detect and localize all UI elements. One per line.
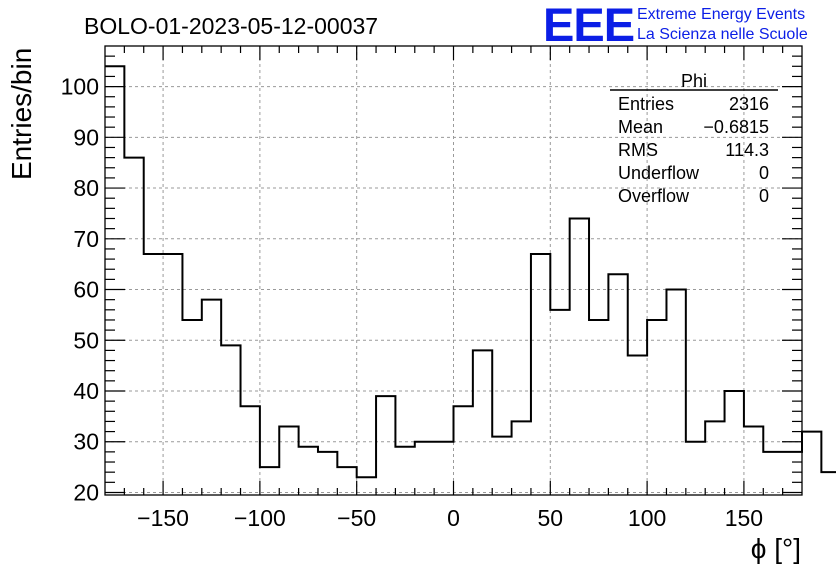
stats-value: 114.3	[725, 140, 769, 160]
stats-value: 2316	[729, 94, 769, 114]
x-tick-label: −100	[234, 505, 286, 531]
y-tick-label: 30	[73, 429, 99, 455]
histogram-line	[105, 65, 836, 479]
stats-value: 0	[759, 163, 769, 183]
y-tick-label: 20	[73, 479, 99, 505]
y-tick-label: 60	[73, 277, 99, 303]
x-tick-label: 50	[538, 505, 564, 531]
x-axis-label: ϕ [°]	[751, 533, 801, 564]
stats-label: Entries	[618, 94, 674, 114]
y-axis-label: Entries/bin	[6, 48, 37, 180]
stats-label: Overflow	[618, 186, 690, 206]
stats-rows: Entries 2316 Mean −0.6815 RMS 114.3 Underflow 0…	[618, 94, 769, 206]
eee-logo: EEE Extreme Energy Events La Scienza nel…	[543, 0, 808, 51]
x-tick-label: 0	[447, 505, 460, 531]
stats-label: Underflow	[618, 163, 700, 183]
axis-ticks	[105, 46, 802, 495]
stats-label: Mean	[618, 117, 663, 137]
y-tick-label: 50	[73, 327, 99, 353]
stats-box: Phi Entries 2316 Mean −0.6815 RMS 114.3 Underf…	[610, 71, 778, 206]
logo-mark: EEE	[543, 0, 634, 51]
x-tick-label: 150	[725, 505, 763, 531]
logo-line-2: La Scienza nelle Scuole	[637, 26, 808, 43]
stats-label: RMS	[618, 140, 658, 160]
stats-value: −0.6815	[703, 117, 769, 137]
x-tick-label: −150	[137, 505, 189, 531]
plot-frame	[104, 45, 803, 496]
x-tick-label: 100	[628, 505, 666, 531]
y-tick-label: 80	[73, 175, 99, 201]
y-tick-label: 90	[73, 124, 99, 150]
stats-value: 0	[759, 186, 769, 206]
logo-line-1: Extreme Energy Events	[637, 6, 805, 23]
tick-labels: −150 −100 −50 0 50 100 150 20 30 40 50 60 70 80 90 100	[61, 74, 763, 531]
y-tick-label: 40	[73, 378, 99, 404]
x-tick-label: −50	[337, 505, 376, 531]
chart-title: BOLO-01-2023-05-12-00037	[84, 13, 378, 39]
y-tick-label: 100	[61, 74, 99, 100]
histogram-series	[105, 65, 836, 479]
stats-name: Phi	[681, 71, 707, 91]
y-tick-label: 70	[73, 226, 99, 252]
